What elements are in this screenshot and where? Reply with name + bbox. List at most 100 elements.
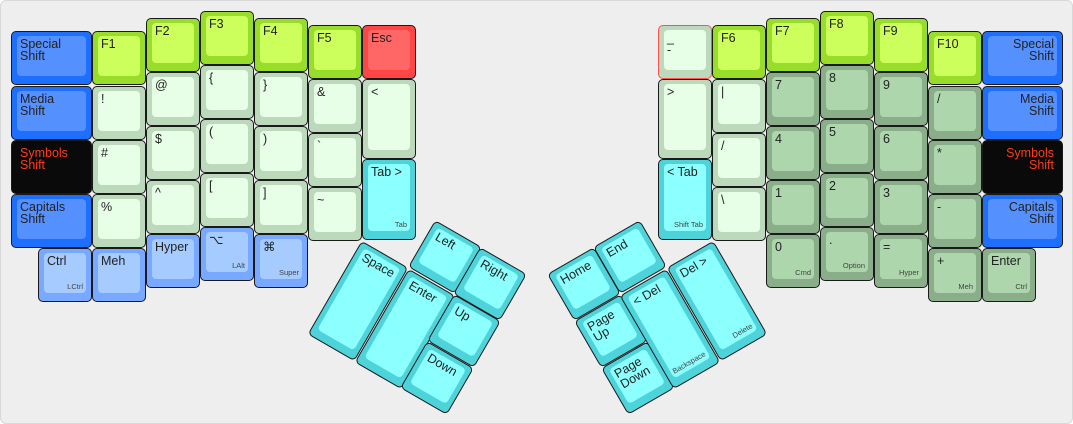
key-label: Page Up — [584, 307, 618, 345]
key-label: Symbols Shift — [1006, 146, 1054, 172]
key-symbol[interactable]: $ — [146, 126, 200, 180]
key-symbol[interactable]: & — [308, 79, 362, 133]
key-tab[interactable]: Tab > Tab — [362, 159, 416, 240]
keycap: Meh — [98, 253, 140, 293]
key-symbol[interactable]: } — [254, 72, 308, 126]
key-symbol[interactable]: < — [362, 79, 416, 159]
keycap: / — [718, 138, 760, 178]
key-symbol[interactable]: / — [928, 86, 982, 140]
key-f4[interactable]: F4 — [254, 18, 308, 72]
key-label: F9 — [883, 24, 898, 38]
keycap: ! — [98, 91, 140, 131]
key-symbol[interactable]: ) — [254, 126, 308, 180]
key-3[interactable]: 3 — [874, 180, 928, 234]
key-symbols-shift[interactable]: Symbols Shift — [11, 140, 92, 194]
key-symbol[interactable]: ^ — [146, 180, 200, 234]
key-9[interactable]: 9 — [874, 72, 928, 126]
key-symbol[interactable]: ] — [254, 180, 308, 234]
key-special-shift[interactable]: Special Shift — [982, 31, 1063, 85]
key-f7[interactable]: F7 — [766, 18, 820, 72]
key-media-shift[interactable]: Media Shift — [982, 86, 1063, 140]
keycap: F9 — [880, 23, 922, 63]
key-symbol[interactable]: % — [92, 194, 146, 248]
key-symbol[interactable]: ~ — [308, 187, 362, 241]
key-label: 9 — [883, 78, 890, 92]
key-symbol[interactable]: + Meh — [928, 248, 982, 302]
key-f10[interactable]: F10 — [928, 31, 982, 85]
key-symbol[interactable]: @ — [146, 72, 200, 126]
key-1[interactable]: 1 — [766, 180, 820, 234]
keycap: + Meh — [934, 253, 976, 293]
key-special-shift[interactable]: Special Shift — [11, 31, 92, 85]
key-symbol[interactable]: = Hyper — [874, 234, 928, 288]
key-esc[interactable]: Esc — [362, 25, 416, 79]
key-tab[interactable]: < Tab Shift Tab — [658, 159, 712, 240]
key-f2[interactable]: F2 — [146, 18, 200, 72]
key-f5[interactable]: F5 — [308, 25, 362, 79]
key-symbol[interactable]: ! — [92, 86, 146, 140]
key-0[interactable]: 0 Cmd — [766, 234, 820, 288]
key-symbol[interactable]: ( — [200, 119, 254, 173]
key-f9[interactable]: F9 — [874, 18, 928, 72]
key-f6[interactable]: F6 — [712, 25, 766, 79]
keycap: 7 — [772, 77, 814, 117]
key-symbol[interactable]: - — [928, 194, 982, 248]
key-label: _ - — [667, 31, 674, 57]
key-2[interactable]: 2 — [820, 173, 874, 227]
key-symbol[interactable]: ⌥ LAlt — [200, 227, 254, 281]
key-capitals-shift[interactable]: Capitals Shift — [982, 194, 1063, 248]
key-5[interactable]: 5 — [820, 119, 874, 173]
key-label: ( — [209, 125, 214, 139]
key-symbol[interactable]: \ — [712, 187, 766, 241]
key-f1[interactable]: F1 — [92, 31, 146, 85]
key-label: < — [371, 85, 379, 99]
key-symbols-shift[interactable]: Symbols Shift — [982, 140, 1063, 194]
key-label: 7 — [775, 78, 782, 92]
key-symbol[interactable]: { — [200, 65, 254, 119]
key-sublabel: Delete — [730, 321, 755, 341]
key-hyper[interactable]: Hyper — [146, 234, 200, 288]
key-symbol[interactable]: # — [92, 140, 146, 194]
key-symbol[interactable]: ` — [308, 133, 362, 187]
keycap: ~ — [314, 192, 356, 232]
key-media-shift[interactable]: Media Shift — [11, 86, 92, 140]
key-symbol[interactable]: ⌘ Super — [254, 234, 308, 288]
key-meh[interactable]: Meh — [92, 248, 146, 302]
keycap: Esc — [368, 30, 410, 70]
key-label: 8 — [829, 71, 836, 85]
key-label: Enter — [991, 254, 1021, 268]
key-symbol[interactable]: > — [658, 79, 712, 159]
key-sublabel: Shift Tab — [673, 220, 703, 229]
key-8[interactable]: 8 — [820, 65, 874, 119]
key-f8[interactable]: F8 — [820, 11, 874, 65]
key-symbol[interactable]: * — [928, 140, 982, 194]
key-label: } — [263, 78, 268, 92]
keycap: Tab > Tab — [368, 164, 410, 231]
key-f3[interactable]: F3 — [200, 11, 254, 65]
key-symbol[interactable]: / — [712, 133, 766, 187]
key-enter[interactable]: Enter Ctrl — [982, 248, 1036, 302]
keycap: Special Shift — [17, 36, 86, 76]
keycap: 9 — [880, 77, 922, 117]
key-label: F10 — [937, 37, 959, 51]
key-symbol[interactable]: _ - — [658, 25, 712, 79]
key-symbol[interactable]: [ — [200, 173, 254, 227]
keycap: F4 — [260, 23, 302, 63]
keycap: Media Shift — [17, 91, 86, 131]
keycap: } — [260, 77, 302, 117]
key-label: ^ — [155, 186, 161, 200]
key-symbol[interactable]: | — [712, 79, 766, 133]
key-capitals-shift[interactable]: Capitals Shift — [11, 194, 92, 248]
key-6[interactable]: 6 — [874, 126, 928, 180]
key-label: F6 — [721, 31, 736, 45]
keycap: > — [664, 84, 706, 150]
key-label: Right — [477, 256, 511, 284]
key-sublabel: Super — [278, 268, 299, 277]
key-7[interactable]: 7 — [766, 72, 820, 126]
key-4[interactable]: 4 — [766, 126, 820, 180]
keycap: = Hyper — [880, 239, 922, 279]
key-symbol[interactable]: . Option — [820, 227, 874, 281]
key-label: < Tab — [667, 165, 698, 179]
key-ctrl[interactable]: Ctrl LCtrl — [38, 248, 92, 302]
key-sublabel: Backspace — [670, 349, 708, 376]
